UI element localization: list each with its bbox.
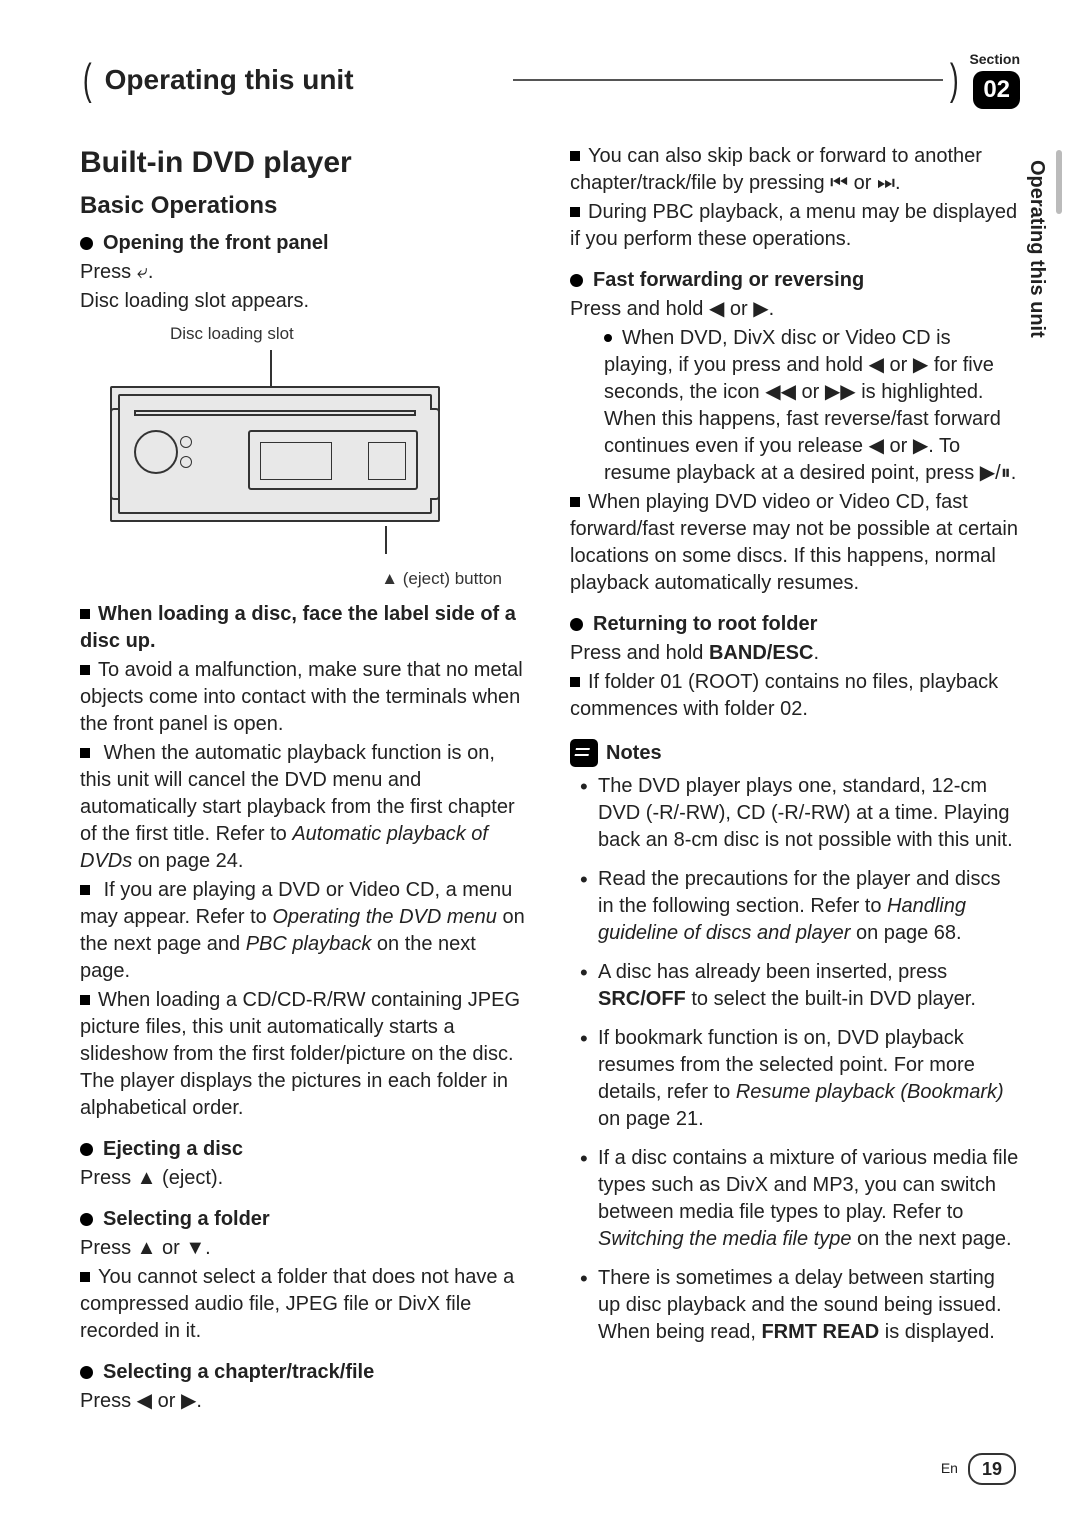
opening-press-line: Press ⤶. <box>80 259 530 286</box>
device-figure: Disc loading slot ▲ (eject) button <box>110 323 530 591</box>
header-title-wrap: ( Operating this unit <box>80 50 509 109</box>
h3-text: Fast forwarding or reversing <box>593 267 864 294</box>
h3-opening-front-panel: Opening the front panel <box>80 230 530 257</box>
bullet-auto-playback: When the automatic playback function is … <box>80 740 530 875</box>
side-running-head: Operating this unit <box>1023 160 1050 338</box>
h3-text: Opening the front panel <box>103 230 329 257</box>
h3-ejecting-disc: Ejecting a disc <box>80 1136 530 1163</box>
notes-title: Notes <box>606 740 662 767</box>
eject-press-line: Press ▲ (eject). <box>80 1165 530 1192</box>
side-accent-bar <box>1056 150 1062 214</box>
note-item: Read the precautions for the player and … <box>576 866 1020 947</box>
left-column: Built-in DVD player Basic Operations Ope… <box>80 143 530 1417</box>
header-title: Operating this unit <box>105 61 354 99</box>
root-press-line: Press and hold BAND/ESC. <box>570 640 1020 667</box>
h3-fast-forwarding: Fast forwarding or reversing <box>570 267 1020 294</box>
note-item: The DVD player plays one, standard, 12-c… <box>576 773 1020 854</box>
notes-icon <box>570 739 598 767</box>
ff-press-line: Press and hold ◀ or ▶. <box>570 296 1020 323</box>
h3-text: Returning to root folder <box>593 611 817 638</box>
device-illustration <box>110 386 440 522</box>
section-label: Section <box>969 50 1020 69</box>
rotary-knob <box>134 430 178 474</box>
folder-press-line: Press ▲ or ▼. <box>80 1235 530 1262</box>
note-item: If bookmark function is on, DVD playback… <box>576 1025 1020 1133</box>
footer-language: En <box>941 1459 958 1478</box>
root-note: If folder 01 (ROOT) contains no files, p… <box>570 669 1020 723</box>
ff-note: When playing DVD video or Video CD, fast… <box>570 489 1020 597</box>
page-footer: En 19 <box>941 1453 1016 1485</box>
figure-pointer-slot <box>270 350 272 386</box>
notes-list: The DVD player plays one, standard, 12-c… <box>570 773 1020 1346</box>
h3-selecting-folder: Selecting a folder <box>80 1206 530 1233</box>
note-item: There is sometimes a delay between start… <box>576 1265 1020 1346</box>
note-item: If a disc contains a mixture of various … <box>576 1145 1020 1253</box>
bullet-skip-chapter: You can also skip back or forward to ano… <box>570 143 1020 197</box>
section-header: ( Operating this unit ) Section 02 <box>80 50 1020 109</box>
footer-page-number: 19 <box>968 1453 1016 1485</box>
bullet-metal-objects: To avoid a malfunction, make sure that n… <box>80 657 530 738</box>
folder-note: You cannot select a folder that does not… <box>80 1264 530 1345</box>
section-number-wrap: Section 02 <box>969 50 1020 109</box>
notes-header: Notes <box>570 739 1020 767</box>
bullet-dvd-menu: If you are playing a DVD or Video CD, a … <box>80 877 530 985</box>
page-heading-h1: Built-in DVD player <box>80 143 530 184</box>
figure-caption-slot: Disc loading slot <box>170 323 530 346</box>
bullet-pbc-menu: During PBC playback, a menu may be displ… <box>570 199 1020 253</box>
header-rule <box>513 79 942 81</box>
paren-close: ) <box>950 50 959 109</box>
paren-open: ( <box>83 50 92 109</box>
h3-text: Selecting a chapter/track/file <box>103 1359 374 1386</box>
panel-buttons <box>248 430 418 490</box>
figure-caption-eject: ▲ (eject) button <box>110 568 502 591</box>
note-item: A disc has already been inserted, press … <box>576 959 1020 1013</box>
subheading-h2: Basic Operations <box>80 190 530 222</box>
chapter-press-line: Press ◀ or ▶. <box>80 1388 530 1415</box>
opening-appears-line: Disc loading slot appears. <box>80 288 530 315</box>
figure-pointer-eject <box>385 526 387 554</box>
bullet-jpeg-slideshow: When loading a CD/CD-R/RW containing JPE… <box>80 987 530 1122</box>
h3-text: Selecting a folder <box>103 1206 270 1233</box>
disc-slot <box>134 410 416 416</box>
section-number-badge: 02 <box>973 71 1020 109</box>
ff-detail-bullet: When DVD, DivX disc or Video CD is playi… <box>604 325 1020 487</box>
right-column: You can also skip back or forward to ano… <box>570 143 1020 1417</box>
h3-selecting-chapter: Selecting a chapter/track/file <box>80 1359 530 1386</box>
loading-note-bold: When loading a disc, face the label side… <box>80 601 530 655</box>
h3-returning-root: Returning to root folder <box>570 611 1020 638</box>
h3-text: Ejecting a disc <box>103 1136 243 1163</box>
